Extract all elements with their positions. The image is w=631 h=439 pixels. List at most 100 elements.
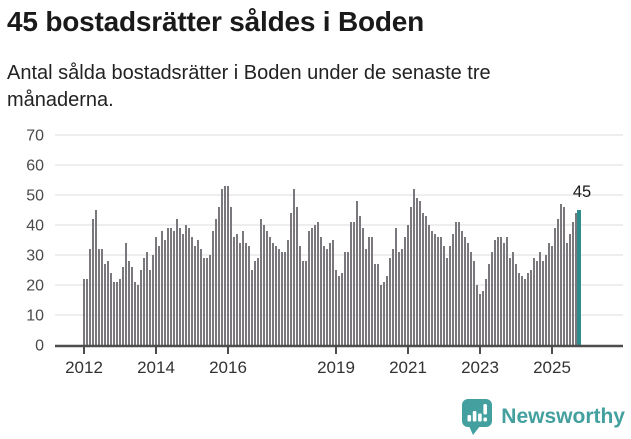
bar — [470, 252, 472, 345]
bar — [425, 216, 427, 345]
bar — [176, 219, 178, 345]
bar — [512, 252, 514, 345]
highlight-value-label: 45 — [573, 183, 591, 201]
brand-name: Newsworthy — [501, 404, 625, 428]
bar — [554, 228, 556, 345]
bar — [500, 237, 502, 345]
bar — [137, 285, 139, 345]
bar — [542, 261, 544, 345]
y-tick-label: 40 — [26, 218, 44, 235]
sold-apartments-bar-chart: 0 10 20 30 40 50 60 70 2012 2014 2016 2019 2021 2023 2… — [26, 128, 623, 377]
bar — [404, 237, 406, 345]
bar — [182, 234, 184, 345]
bar — [119, 279, 121, 345]
bar — [551, 246, 553, 345]
bar — [95, 210, 97, 345]
bar — [509, 258, 511, 345]
bar — [467, 243, 469, 345]
bar — [275, 246, 277, 345]
bar — [431, 231, 433, 345]
bar — [344, 252, 346, 345]
bar — [383, 282, 385, 345]
y-tick-label: 0 — [35, 338, 44, 355]
bar — [443, 246, 445, 345]
bar — [296, 207, 298, 345]
x-tick-label: 2019 — [317, 358, 355, 377]
bar — [113, 282, 115, 345]
bar — [437, 237, 439, 345]
bar — [458, 222, 460, 345]
bar — [140, 270, 142, 345]
page-title: 45 bostadsrätter såldes i Boden — [7, 6, 425, 37]
y-tick-label: 20 — [26, 278, 44, 295]
bar — [422, 213, 424, 345]
bar — [83, 279, 85, 345]
bar — [293, 189, 295, 345]
bar — [263, 225, 265, 345]
x-tick-label: 2021 — [389, 358, 427, 377]
bar — [218, 207, 220, 345]
y-tick-label: 30 — [26, 248, 44, 265]
bar — [326, 249, 328, 345]
bar — [143, 258, 145, 345]
bar — [161, 231, 163, 345]
bar — [128, 261, 130, 345]
bar — [566, 243, 568, 345]
bar — [221, 189, 223, 345]
bar — [452, 234, 454, 345]
bar — [125, 243, 127, 345]
bar — [284, 252, 286, 345]
bar — [491, 252, 493, 345]
bar — [314, 225, 316, 345]
bar — [290, 213, 292, 345]
bar — [515, 264, 517, 345]
bar — [536, 261, 538, 345]
bar — [350, 222, 352, 345]
bar — [122, 267, 124, 345]
bar — [482, 291, 484, 345]
newsworthy-logo-icon — [462, 399, 493, 435]
bar — [476, 285, 478, 345]
bar — [170, 228, 172, 345]
bar — [164, 240, 166, 345]
x-tick-label: 2014 — [137, 358, 175, 377]
bar — [257, 258, 259, 345]
bar — [329, 243, 331, 345]
bar — [407, 225, 409, 345]
bar — [527, 273, 529, 345]
chart-subtitle: Antal sålda bostadsrätter i Boden under … — [7, 62, 491, 111]
bar — [173, 231, 175, 345]
bar — [305, 261, 307, 345]
bar — [389, 258, 391, 345]
bar — [359, 216, 361, 345]
bar — [413, 189, 415, 345]
bar — [209, 255, 211, 345]
bar — [212, 231, 214, 345]
y-tick-label: 70 — [26, 128, 44, 145]
bar — [419, 201, 421, 345]
bar — [308, 231, 310, 345]
highlight-bar — [577, 210, 581, 345]
bar — [299, 246, 301, 345]
bar — [440, 237, 442, 345]
bar — [560, 204, 562, 345]
bar — [548, 243, 550, 345]
y-tick-label: 10 — [26, 308, 44, 325]
bar — [110, 273, 112, 345]
bar — [191, 237, 193, 345]
bar — [506, 237, 508, 345]
chart-area: 0 10 20 30 40 50 60 70 2012 2014 2016 2019 2021 2023 2… — [0, 125, 631, 385]
bar — [455, 222, 457, 345]
bar — [323, 246, 325, 345]
bar — [473, 261, 475, 345]
bar — [194, 246, 196, 345]
bar — [266, 231, 268, 345]
bar — [233, 237, 235, 345]
bar — [497, 237, 499, 345]
x-tick-label: 2016 — [209, 358, 247, 377]
newsworthy-brand: Newsworthy — [461, 398, 625, 435]
bar — [134, 282, 136, 345]
bar — [152, 255, 154, 345]
bar — [380, 285, 382, 345]
